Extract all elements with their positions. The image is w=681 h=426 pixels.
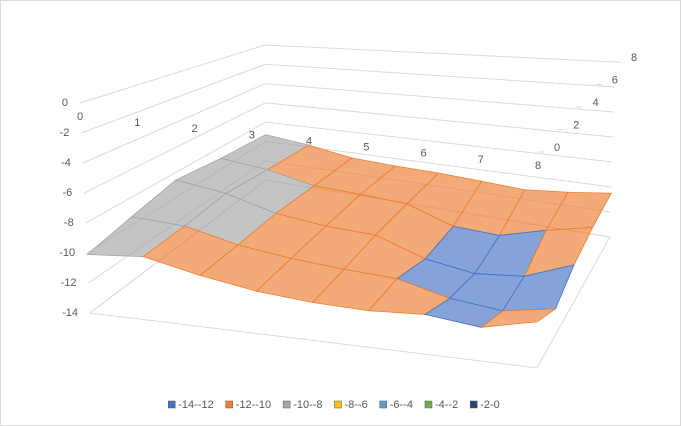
grid-line bbox=[81, 63, 266, 134]
x-tick-label: 4 bbox=[306, 135, 312, 147]
z-tick-label: 4 bbox=[593, 97, 599, 109]
y-tick-label: -6 bbox=[63, 187, 73, 199]
z-tick-label: 0 bbox=[554, 142, 560, 154]
x-tick-label: 2 bbox=[191, 123, 197, 135]
grid-line bbox=[265, 63, 615, 88]
y-tick-label: 0 bbox=[62, 97, 68, 109]
legend-swatch bbox=[167, 400, 176, 409]
legend-label: -6--4 bbox=[390, 399, 413, 411]
grid-line bbox=[84, 102, 266, 194]
grid-line bbox=[264, 44, 616, 63]
x-tick-label: 8 bbox=[535, 160, 541, 172]
legend-label: -8--6 bbox=[345, 399, 368, 411]
y-tick-label: -8 bbox=[64, 217, 74, 229]
grid-line bbox=[265, 83, 614, 113]
z-tick-label: 6 bbox=[612, 74, 618, 86]
legend-swatch bbox=[334, 400, 342, 409]
legend-label: -12--10 bbox=[236, 399, 271, 411]
y-tick-label: -14 bbox=[62, 307, 78, 319]
x-tick-label: 0 bbox=[77, 111, 83, 123]
x-tick-label: 3 bbox=[249, 129, 255, 141]
x-tick-label: 1 bbox=[134, 117, 140, 129]
z-tick-label: 8 bbox=[631, 52, 637, 64]
x-tick-label: 7 bbox=[478, 154, 484, 166]
y-tick-label: -4 bbox=[61, 157, 71, 169]
legend-swatch bbox=[469, 400, 478, 409]
legend-swatch bbox=[282, 400, 291, 409]
grid-line bbox=[265, 121, 613, 163]
legend-label: -10--8 bbox=[293, 399, 322, 411]
grid-line bbox=[265, 102, 613, 138]
legend-label: -2-0 bbox=[480, 399, 500, 411]
legend: -14--12 -12--10 -10--8 -8--6 -6--4 -4--2 -2-0 bbox=[167, 399, 500, 411]
y-tick-label: -2 bbox=[60, 127, 70, 139]
surface-patch bbox=[479, 308, 557, 328]
legend-swatch bbox=[225, 400, 233, 409]
y-tick-label: -12 bbox=[61, 277, 77, 289]
x-tick-label: 5 bbox=[363, 142, 369, 154]
z-tick-label: 2 bbox=[573, 119, 579, 131]
legend-swatch bbox=[379, 400, 387, 409]
x-tick-label: 6 bbox=[420, 148, 426, 160]
grid-line bbox=[85, 121, 266, 224]
legend-label: -14--12 bbox=[178, 399, 213, 411]
y-tick-label: -10 bbox=[59, 247, 75, 259]
grid-line bbox=[79, 44, 266, 104]
grid-line bbox=[82, 83, 266, 164]
legend-label: -4--2 bbox=[435, 399, 458, 411]
legend-swatch bbox=[424, 400, 433, 409]
